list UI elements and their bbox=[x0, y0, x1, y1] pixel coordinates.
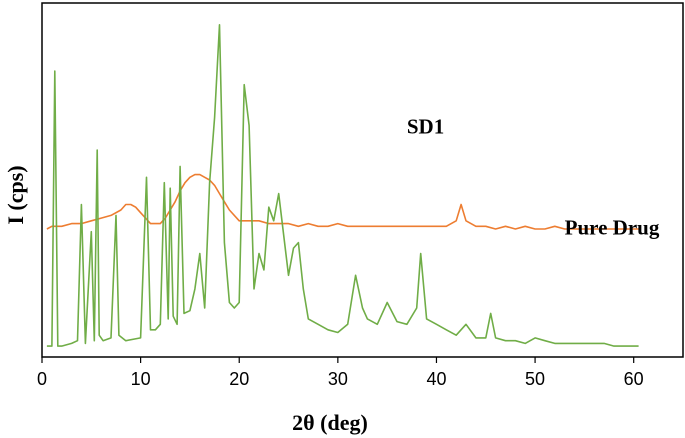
plot-area-border bbox=[41, 2, 684, 358]
series-layer bbox=[46, 23, 639, 347]
x-axis-title: 2θ (deg) bbox=[292, 410, 368, 435]
series-label: Pure Drug bbox=[565, 215, 660, 239]
x-tick-label: 30 bbox=[328, 369, 348, 389]
x-tick-label: 10 bbox=[131, 369, 151, 389]
x-tick-label: 20 bbox=[229, 369, 249, 389]
x-tick-label: 40 bbox=[426, 369, 446, 389]
series-line-1 bbox=[46, 23, 639, 347]
series-line-0 bbox=[46, 173, 639, 230]
series-label: SD1 bbox=[407, 115, 444, 139]
x-axis-ticks: 0 10 20 30 40 50 60 bbox=[37, 357, 644, 389]
x-tick-label: 50 bbox=[525, 369, 545, 389]
annotation-layer: SD1 Pure Drug bbox=[407, 115, 660, 240]
y-axis-title: I (cps) bbox=[3, 165, 28, 224]
x-tick-label: 0 bbox=[37, 369, 47, 389]
x-tick-label: 60 bbox=[624, 369, 644, 389]
